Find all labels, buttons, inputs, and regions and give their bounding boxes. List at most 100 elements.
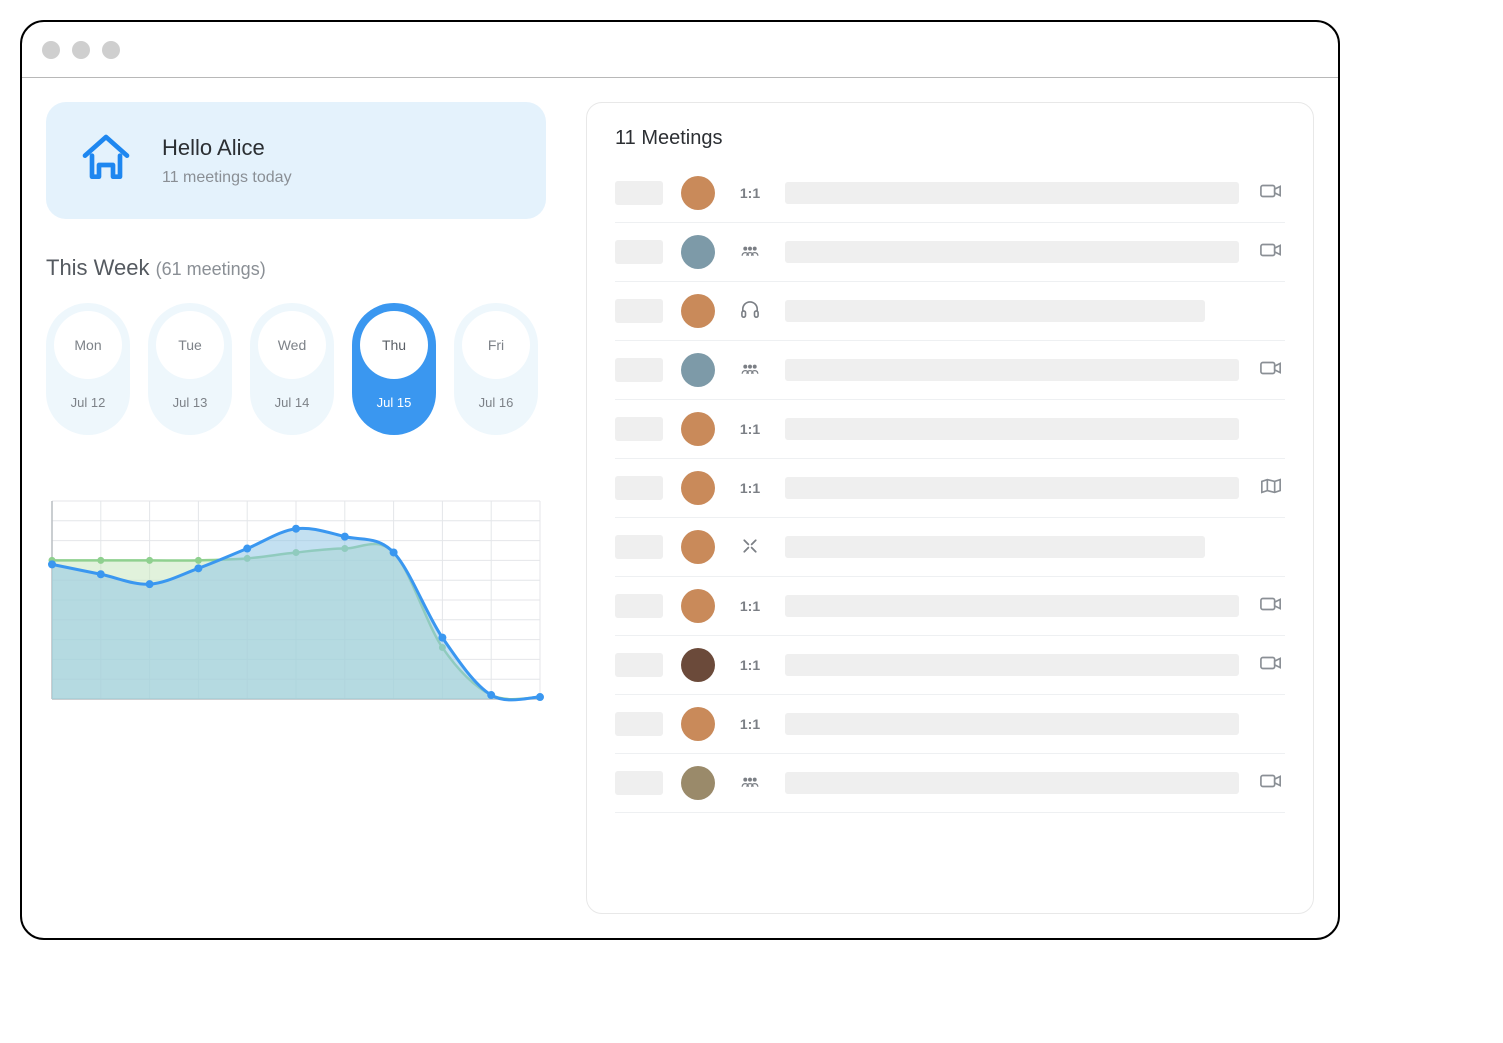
window-dot: [42, 41, 60, 59]
meeting-type: [733, 301, 767, 322]
greeting-title: Hello Alice: [162, 135, 292, 161]
avatar: [681, 412, 715, 446]
day-name: Thu: [360, 311, 428, 379]
week-header: This Week (61 meetings): [46, 255, 546, 281]
headphones-icon: [739, 301, 761, 322]
week-label: This Week: [46, 255, 150, 280]
meeting-action[interactable]: [1257, 359, 1285, 382]
meeting-action[interactable]: [1257, 182, 1285, 205]
day-pill[interactable]: Thu Jul 15: [352, 303, 436, 435]
meeting-title-placeholder: [785, 418, 1239, 440]
day-pill[interactable]: Wed Jul 14: [250, 303, 334, 435]
meeting-time-placeholder: [615, 535, 663, 559]
meeting-title-placeholder: [785, 536, 1205, 558]
window-dot: [72, 41, 90, 59]
video-icon[interactable]: [1260, 772, 1282, 795]
video-icon[interactable]: [1260, 241, 1282, 264]
meeting-title-placeholder: [785, 477, 1239, 499]
day-date: Jul 12: [71, 395, 106, 410]
avatar: [681, 294, 715, 328]
video-icon[interactable]: [1260, 654, 1282, 677]
day-date: Jul 14: [275, 395, 310, 410]
meeting-type: 1:1: [733, 657, 767, 673]
day-row: Mon Jul 12 Tue Jul 13 Wed Jul 14 Thu Jul…: [46, 303, 546, 435]
meetings-list: 1:1 1:1 1:1 1:1: [615, 164, 1285, 813]
meeting-title-placeholder: [785, 300, 1205, 322]
meeting-row[interactable]: [615, 754, 1285, 813]
group-icon: [739, 360, 761, 381]
meeting-row[interactable]: 1:1: [615, 459, 1285, 518]
meeting-type: 1:1: [733, 480, 767, 496]
meeting-row[interactable]: [615, 282, 1285, 341]
meeting-type: [733, 537, 767, 558]
meeting-action[interactable]: [1257, 595, 1285, 618]
day-name: Mon: [54, 311, 122, 379]
meeting-row[interactable]: 1:1: [615, 577, 1285, 636]
meeting-row[interactable]: [615, 341, 1285, 400]
meeting-row[interactable]: [615, 223, 1285, 282]
app-window: Hello Alice 11 meetings today This Week …: [20, 20, 1340, 940]
window-dot: [102, 41, 120, 59]
meeting-type-label: 1:1: [740, 421, 760, 437]
day-pill[interactable]: Fri Jul 16: [454, 303, 538, 435]
avatar: [681, 648, 715, 682]
meeting-time-placeholder: [615, 594, 663, 618]
meeting-time-placeholder: [615, 771, 663, 795]
meeting-title-placeholder: [785, 654, 1239, 676]
meeting-action[interactable]: [1257, 241, 1285, 264]
meeting-type: [733, 242, 767, 263]
meeting-action[interactable]: [1257, 772, 1285, 795]
avatar: [681, 589, 715, 623]
meeting-type: [733, 773, 767, 794]
meeting-row[interactable]: 1:1: [615, 400, 1285, 459]
day-name: Fri: [462, 311, 530, 379]
day-pill[interactable]: Mon Jul 12: [46, 303, 130, 435]
meeting-row[interactable]: 1:1: [615, 164, 1285, 223]
meeting-type-label: 1:1: [740, 657, 760, 673]
meeting-type: 1:1: [733, 716, 767, 732]
video-icon[interactable]: [1260, 182, 1282, 205]
content-area: Hello Alice 11 meetings today This Week …: [22, 78, 1338, 938]
meeting-time-placeholder: [615, 240, 663, 264]
day-name: Tue: [156, 311, 224, 379]
meeting-row[interactable]: 1:1: [615, 636, 1285, 695]
avatar: [681, 176, 715, 210]
meeting-title-placeholder: [785, 241, 1239, 263]
meeting-type: [733, 360, 767, 381]
meeting-action[interactable]: [1257, 477, 1285, 500]
meetings-panel: 11 Meetings 1:1 1:1 1:1: [586, 102, 1314, 914]
titlebar: [22, 22, 1338, 78]
meeting-time-placeholder: [615, 358, 663, 382]
meeting-time-placeholder: [615, 299, 663, 323]
greeting-subtitle: 11 meetings today: [162, 169, 292, 187]
meeting-time-placeholder: [615, 417, 663, 441]
meeting-type-label: 1:1: [740, 598, 760, 614]
expand-icon: [739, 537, 761, 558]
meeting-time-placeholder: [615, 476, 663, 500]
avatar: [681, 766, 715, 800]
greeting-card: Hello Alice 11 meetings today: [46, 102, 546, 219]
day-date: Jul 13: [173, 395, 208, 410]
day-pill[interactable]: Tue Jul 13: [148, 303, 232, 435]
meeting-row[interactable]: [615, 518, 1285, 577]
meeting-title-placeholder: [785, 182, 1239, 204]
meetings-header: 11 Meetings: [615, 127, 1285, 150]
video-icon[interactable]: [1260, 595, 1282, 618]
map-icon[interactable]: [1260, 477, 1282, 500]
day-date: Jul 15: [377, 395, 412, 410]
week-count: (61 meetings): [156, 259, 266, 279]
video-icon[interactable]: [1260, 359, 1282, 382]
avatar: [681, 353, 715, 387]
left-column: Hello Alice 11 meetings today This Week …: [46, 102, 546, 914]
group-icon: [739, 773, 761, 794]
meeting-type: 1:1: [733, 421, 767, 437]
meeting-action[interactable]: [1257, 654, 1285, 677]
meeting-title-placeholder: [785, 772, 1239, 794]
meeting-time-placeholder: [615, 653, 663, 677]
meeting-type-label: 1:1: [740, 716, 760, 732]
meeting-type-label: 1:1: [740, 185, 760, 201]
meeting-type-label: 1:1: [740, 480, 760, 496]
avatar: [681, 471, 715, 505]
meeting-row[interactable]: 1:1: [615, 695, 1285, 754]
meeting-title-placeholder: [785, 359, 1239, 381]
